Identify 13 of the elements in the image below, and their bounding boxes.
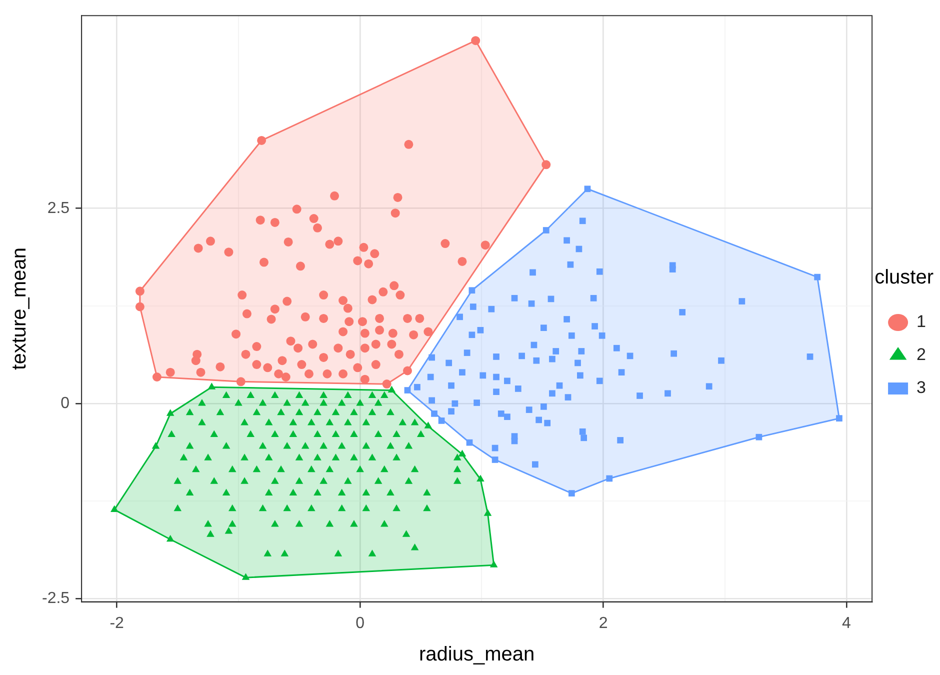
legend-title: cluster xyxy=(874,266,934,289)
legend-label: 3 xyxy=(916,378,926,398)
legend-label: 1 xyxy=(916,312,926,332)
x-tick-label: 2 xyxy=(598,614,608,632)
y-tick-label: 0 xyxy=(60,394,70,412)
x-tick-label: -2 xyxy=(110,614,124,632)
legend-label: 2 xyxy=(916,345,926,364)
x-tick-label: 4 xyxy=(842,614,852,632)
y-tick-label: 2.5 xyxy=(47,200,70,217)
y-tick-label: -2.5 xyxy=(42,590,70,608)
x-axis-title: radius_mean xyxy=(418,644,535,666)
x-tick-label: 0 xyxy=(356,614,365,632)
y-axis-title: texture_mean xyxy=(8,248,31,370)
